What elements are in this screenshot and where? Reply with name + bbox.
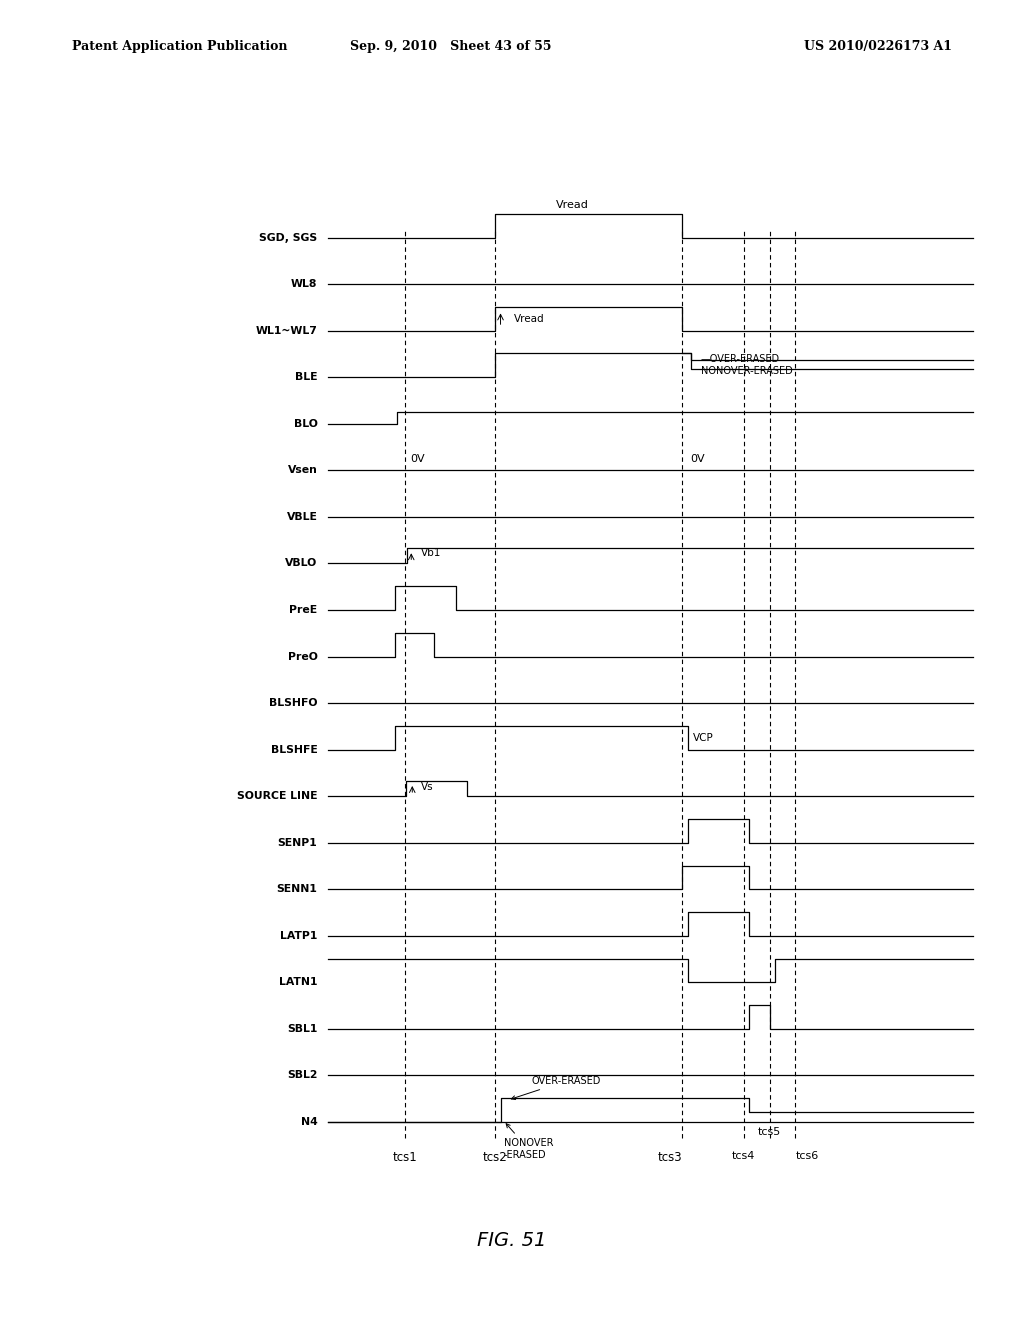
Text: LATP1: LATP1 [281, 931, 317, 941]
Text: 0V: 0V [690, 454, 706, 463]
Text: Sep. 9, 2010   Sheet 43 of 55: Sep. 9, 2010 Sheet 43 of 55 [350, 40, 551, 53]
Text: Vs: Vs [421, 783, 433, 792]
Text: N4: N4 [301, 1117, 317, 1127]
Text: tcs1: tcs1 [393, 1151, 418, 1164]
Text: Vread: Vread [556, 199, 589, 210]
Text: tcs3: tcs3 [657, 1151, 682, 1164]
Text: tcs4: tcs4 [732, 1151, 756, 1162]
Text: SBL2: SBL2 [287, 1071, 317, 1081]
Text: BLSHFE: BLSHFE [270, 744, 317, 755]
Text: WL1~WL7: WL1~WL7 [256, 326, 317, 335]
Text: SBL1: SBL1 [287, 1024, 317, 1034]
Text: BLE: BLE [295, 372, 317, 383]
Text: SENP1: SENP1 [278, 838, 317, 847]
Text: OVER-ERASED: OVER-ERASED [511, 1076, 601, 1100]
Text: tcs5: tcs5 [758, 1127, 781, 1138]
Text: SGD, SGS: SGD, SGS [259, 232, 317, 243]
Text: US 2010/0226173 A1: US 2010/0226173 A1 [804, 40, 952, 53]
Text: Vsen: Vsen [288, 466, 317, 475]
Text: SOURCE LINE: SOURCE LINE [237, 791, 317, 801]
Text: FIG. 51: FIG. 51 [477, 1232, 547, 1250]
Text: LATN1: LATN1 [279, 977, 317, 987]
Text: PreE: PreE [290, 605, 317, 615]
Text: BLO: BLO [294, 418, 317, 429]
Text: VBLE: VBLE [287, 512, 317, 521]
Text: NONOVER-ERASED: NONOVER-ERASED [700, 366, 793, 376]
Text: Vread: Vread [514, 314, 545, 323]
Text: WL8: WL8 [291, 279, 317, 289]
Text: PreO: PreO [288, 652, 317, 661]
Text: —OVER-ERASED: —OVER-ERASED [700, 354, 780, 364]
Text: Patent Application Publication: Patent Application Publication [72, 40, 287, 53]
Text: tcs6: tcs6 [796, 1151, 818, 1162]
Text: VCP: VCP [692, 733, 714, 743]
Text: 0V: 0V [411, 454, 425, 463]
Text: NONOVER
-ERASED: NONOVER -ERASED [504, 1123, 553, 1160]
Text: SENN1: SENN1 [276, 884, 317, 894]
Text: BLSHFO: BLSHFO [269, 698, 317, 708]
Text: VBLO: VBLO [286, 558, 317, 569]
Text: Vb1: Vb1 [421, 548, 440, 558]
Text: tcs2: tcs2 [483, 1151, 508, 1164]
